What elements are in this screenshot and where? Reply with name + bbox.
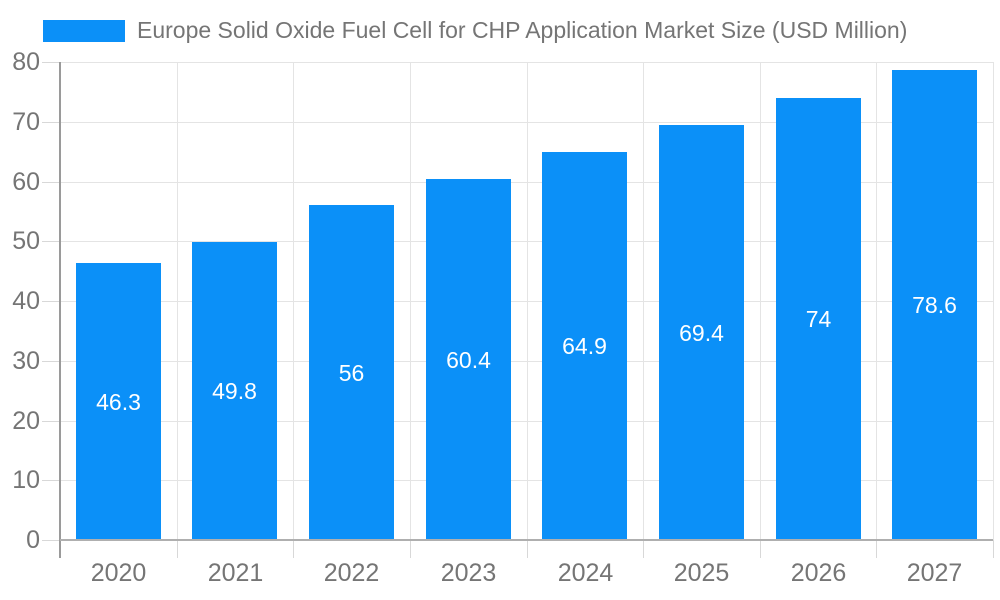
x-tick-label: 2024 (557, 559, 614, 587)
bar (309, 205, 394, 540)
y-tick-mark (42, 421, 60, 422)
bar-value-label: 60.4 (446, 347, 491, 373)
x-tick-mark (760, 540, 761, 558)
v-gridline (410, 62, 411, 540)
bar-value-label: 69.4 (679, 320, 724, 346)
bar (542, 152, 627, 540)
y-tick-mark (42, 301, 60, 302)
y-tick-label: 40 (12, 287, 40, 315)
x-tick-label: 2026 (790, 559, 847, 587)
x-tick-label: 2020 (90, 559, 147, 587)
y-tick-mark (42, 540, 60, 541)
y-tick-label: 50 (12, 227, 40, 255)
y-tick-mark (42, 62, 60, 63)
h-gridline (60, 241, 993, 242)
v-gridline (177, 62, 178, 540)
y-tick-label: 10 (12, 466, 40, 494)
h-gridline (60, 122, 993, 123)
x-tick-mark (293, 540, 294, 558)
y-tick-label: 20 (12, 407, 40, 435)
y-axis-line (59, 62, 61, 558)
h-gridline (60, 480, 993, 481)
bar-value-label: 74 (805, 306, 832, 332)
bar-value-label: 49.8 (212, 378, 257, 404)
v-gridline (527, 62, 528, 540)
bar (776, 98, 861, 540)
x-tick-mark (876, 540, 877, 558)
v-gridline (876, 62, 877, 540)
x-tick-mark (527, 540, 528, 558)
x-tick-mark (993, 540, 994, 558)
bar-value-label: 46.3 (96, 389, 141, 415)
y-tick-label: 70 (12, 108, 40, 136)
y-tick-label: 30 (12, 347, 40, 375)
y-tick-mark (42, 122, 60, 123)
chart-title: Europe Solid Oxide Fuel Cell for CHP App… (137, 17, 908, 43)
y-tick-label: 0 (26, 526, 40, 554)
y-tick-mark (42, 480, 60, 481)
h-gridline (60, 361, 993, 362)
x-tick-label: 2025 (673, 559, 730, 587)
h-gridline (60, 182, 993, 183)
y-tick-mark (42, 241, 60, 242)
x-tick-mark (410, 540, 411, 558)
v-gridline (993, 62, 994, 540)
h-gridline (60, 421, 993, 422)
bar (76, 263, 161, 540)
y-tick-label: 80 (12, 48, 40, 76)
y-tick-label: 60 (12, 168, 40, 196)
bar (659, 125, 744, 540)
v-gridline (293, 62, 294, 540)
bar-value-label: 64.9 (562, 333, 607, 359)
x-tick-label: 2021 (207, 559, 264, 587)
bar-value-label: 56 (338, 360, 365, 386)
h-gridline (60, 62, 993, 63)
x-tick-mark (177, 540, 178, 558)
v-gridline (760, 62, 761, 540)
y-tick-mark (42, 361, 60, 362)
x-tick-label: 2022 (323, 559, 380, 587)
bar (892, 70, 977, 540)
h-gridline (60, 301, 993, 302)
x-tick-mark (643, 540, 644, 558)
x-tick-label: 2023 (440, 559, 497, 587)
bar-value-label: 78.6 (912, 292, 957, 318)
v-gridline (643, 62, 644, 540)
legend-swatch (43, 20, 125, 42)
x-tick-label: 2027 (906, 559, 963, 587)
bar (192, 242, 277, 540)
x-axis-baseline (60, 539, 993, 541)
y-tick-mark (42, 182, 60, 183)
bar (426, 179, 511, 540)
